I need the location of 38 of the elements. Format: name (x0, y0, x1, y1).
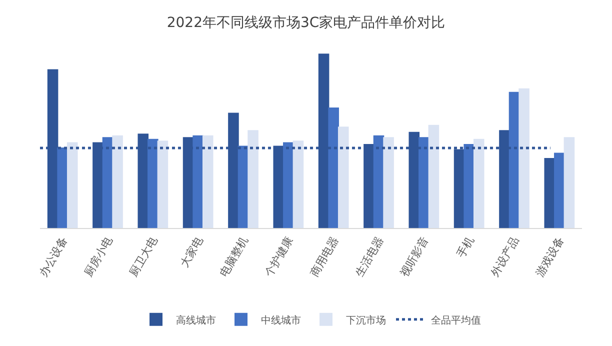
bar (66, 142, 78, 228)
bar (157, 140, 168, 228)
x-tick-label: 大家电 (178, 234, 206, 270)
bar (564, 137, 575, 228)
bar (57, 148, 68, 228)
bar (148, 138, 158, 228)
bar (202, 135, 214, 228)
bar (418, 137, 430, 228)
x-tick-label: 手机 (454, 234, 476, 260)
bar (283, 142, 294, 228)
bar (248, 130, 258, 228)
bar (338, 126, 349, 228)
x-tick-label: 视听影音 (398, 234, 432, 280)
x-tick-label: 办公设备 (36, 234, 70, 280)
bar (464, 144, 474, 228)
x-tick-label: 外设产品 (488, 234, 522, 280)
x-tick-label: 商用电器 (308, 234, 341, 280)
bar (544, 158, 556, 228)
bar (328, 108, 339, 228)
bar (428, 124, 440, 228)
x-tick-label: 游戏设备 (534, 234, 567, 280)
bar (518, 88, 530, 228)
bar (383, 137, 394, 228)
x-tick-label: 厨卫大电 (127, 234, 160, 280)
legend-label: 下沉市场 (346, 314, 386, 326)
bar (112, 135, 123, 228)
x-tick-label: 生活电器 (352, 234, 386, 280)
x-tick-label: 厨房小电 (82, 234, 116, 280)
bar (192, 135, 204, 228)
chart-title: 2022年不同线级市场3C家电产品件单价对比 (166, 15, 446, 32)
legend-label: 高线城市 (176, 314, 216, 326)
legend-label: 中线城市 (261, 314, 301, 326)
bar (473, 138, 484, 228)
x-tick-label: 个护健康 (262, 234, 296, 280)
bar (554, 152, 565, 228)
bar (292, 140, 304, 228)
x-tick-label: 电脑整机 (217, 234, 251, 280)
legend-label: 全品平均值 (431, 314, 481, 326)
